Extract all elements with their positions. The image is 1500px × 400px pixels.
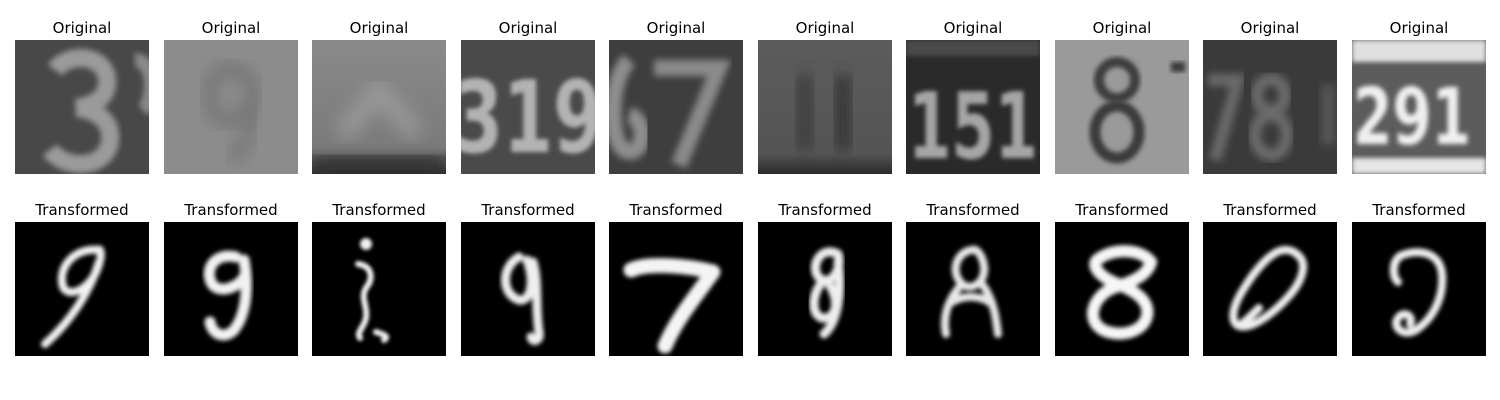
original-image <box>609 40 743 174</box>
panel-title: Original <box>1240 19 1300 37</box>
transformed-image <box>15 222 149 356</box>
transformed-panel: Transformed <box>164 200 298 356</box>
original-panel: Original <box>758 18 892 174</box>
panel-title: Original <box>52 19 112 37</box>
transformed-image <box>758 222 892 356</box>
original-digits: 151 <box>908 73 1038 174</box>
original-digits: 291 <box>1353 73 1471 163</box>
panel-title: Original <box>349 19 409 37</box>
transformed-panel: Transformed <box>1055 200 1189 356</box>
transformed-panel: Transformed <box>1352 200 1486 356</box>
panel-title: Original <box>795 19 855 37</box>
original-panel: Original <box>15 18 149 174</box>
original-panel: Original <box>609 18 743 174</box>
original-image: 319 <box>461 40 595 174</box>
panel-title: Transformed <box>778 201 872 219</box>
panel-title: Original <box>646 19 706 37</box>
transformed-image <box>164 222 298 356</box>
original-image <box>15 40 149 174</box>
transformed-panel: Transformed <box>906 200 1040 356</box>
panel-title: Transformed <box>481 201 575 219</box>
transformed-image <box>609 222 743 356</box>
original-digits: 319 <box>461 59 595 174</box>
transformed-image <box>1203 222 1337 356</box>
original-image: 291 <box>1352 40 1486 174</box>
original-panel: Original <box>312 18 446 174</box>
original-image <box>312 40 446 174</box>
panel-title: Original <box>943 19 1003 37</box>
transformed-image <box>906 222 1040 356</box>
panel-title: Transformed <box>629 201 723 219</box>
transformed-image <box>461 222 595 356</box>
original-image <box>758 40 892 174</box>
transformed-image <box>1055 222 1189 356</box>
panel-title: Original <box>498 19 558 37</box>
original-panel: Original <box>164 18 298 174</box>
transformed-panel: Transformed <box>758 200 892 356</box>
panel-title: Transformed <box>1075 201 1169 219</box>
transformed-image <box>312 222 446 356</box>
original-image <box>1203 40 1337 174</box>
transformed-panel: Transformed <box>461 200 595 356</box>
original-panel: Original 151 <box>906 18 1040 174</box>
transformed-image <box>1352 222 1486 356</box>
panel-title: Transformed <box>1223 201 1317 219</box>
panel-title: Original <box>201 19 261 37</box>
transformed-panel: Transformed <box>312 200 446 356</box>
transformed-panel: Transformed <box>1203 200 1337 356</box>
panel-title: Transformed <box>184 201 278 219</box>
panel-title: Transformed <box>926 201 1020 219</box>
original-panel: Original 319 <box>461 18 595 174</box>
transformed-panel: Transformed <box>609 200 743 356</box>
panel-title: Transformed <box>35 201 129 219</box>
panel-title: Transformed <box>1372 201 1466 219</box>
original-panel: Original <box>1203 18 1337 174</box>
original-image: 151 <box>906 40 1040 174</box>
original-panel: Original 291 <box>1352 18 1486 174</box>
transformed-panel: Transformed <box>15 200 149 356</box>
panel-title: Transformed <box>332 201 426 219</box>
original-image <box>164 40 298 174</box>
panel-title: Original <box>1092 19 1152 37</box>
panel-title: Original <box>1389 19 1449 37</box>
original-panel: Original <box>1055 18 1189 174</box>
original-image <box>1055 40 1189 174</box>
